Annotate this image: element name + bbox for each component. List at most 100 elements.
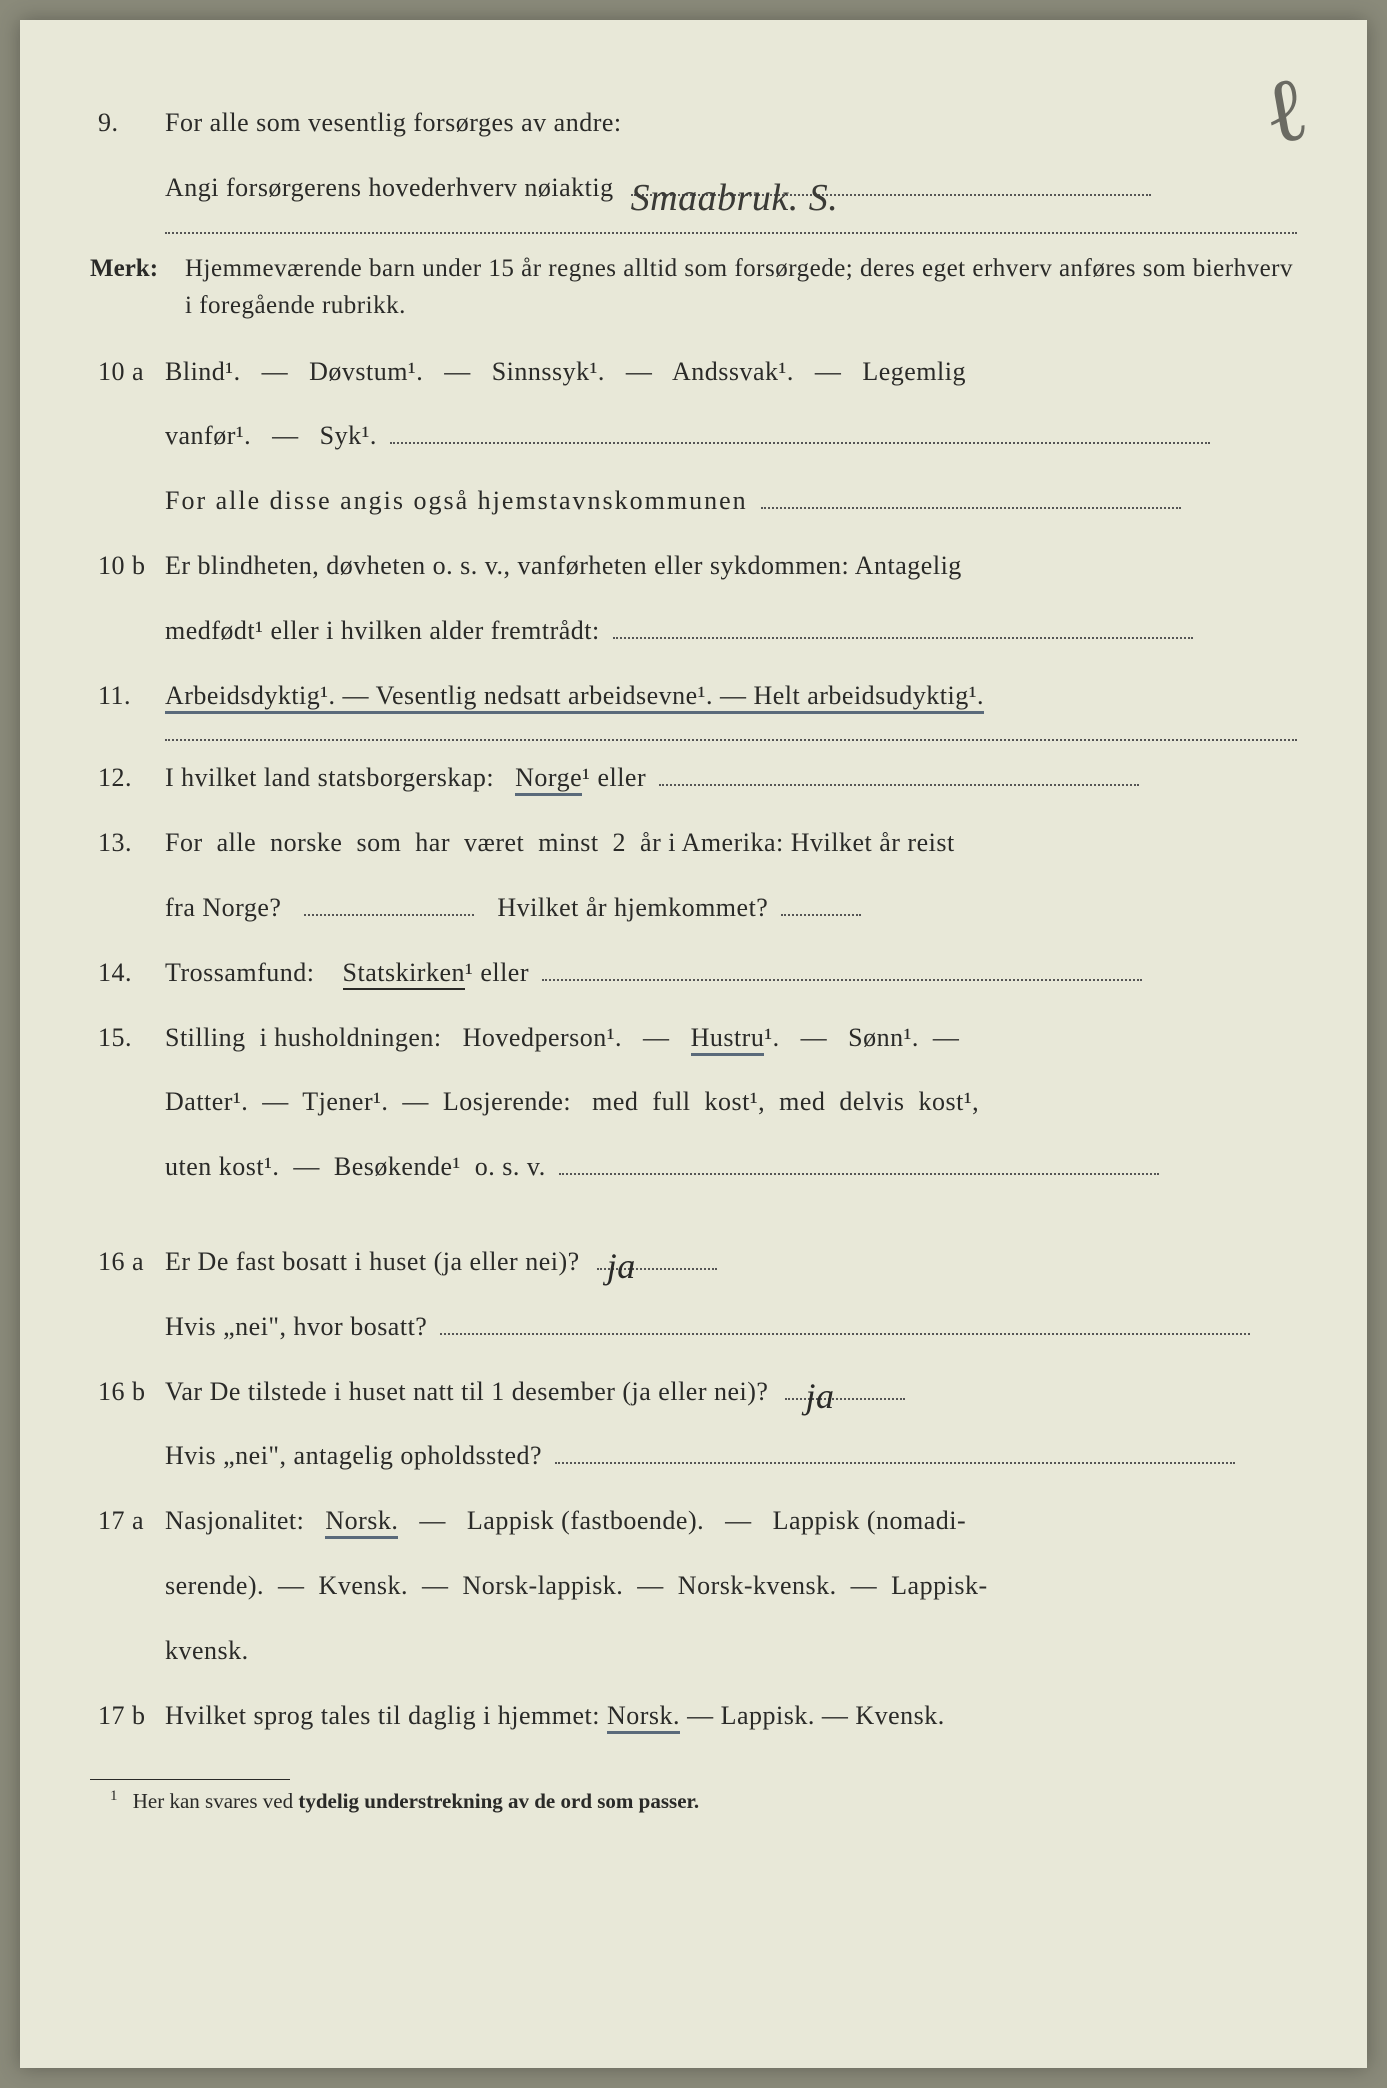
q17a-line2: serende). — Kvensk. — Norsk-lappisk. — N… <box>90 1563 1297 1610</box>
q14-text: Trossamfund: Statskirken¹ eller <box>165 950 1297 997</box>
q16b-text1: Var De tilstede i huset natt til 1 desem… <box>165 1369 1297 1416</box>
q16a-prefix1: Er De fast bosatt i huset (ja eller nei)… <box>165 1247 580 1276</box>
q11-text: Arbeidsdyktig¹. — Vesentlig nedsatt arbe… <box>165 673 1297 720</box>
footnote-text-a: Her kan svares ved <box>133 1789 299 1813</box>
footnote: 1 Her kan svares ved tydelig understrekn… <box>90 1788 1297 1814</box>
q9-text1: For alle som vesentlig forsørges av andr… <box>165 100 1297 147</box>
q12-text: I hvilket land statsborgerskap: Norge¹ e… <box>165 755 1297 802</box>
q10b-line1: 10 b Er blindheten, døvheten o. s. v., v… <box>90 543 1297 590</box>
q9-text2: Angi forsørgerens hovederhverv nøiaktig … <box>165 165 1297 212</box>
q10b-text2: medfødt¹ eller i hvilken alder fremtrådt… <box>165 608 1297 655</box>
q9-line1: 9. For alle som vesentlig forsørges av a… <box>90 100 1297 147</box>
q16a-fill2 <box>440 1333 1250 1335</box>
q16b-prefix1: Var De tilstede i huset natt til 1 desem… <box>165 1377 768 1406</box>
q10a-text1: Blind¹. — Døvstum¹. — Sinnssyk¹. — Andss… <box>165 349 1297 396</box>
q9-fill-line: Smaabruk. S. <box>631 194 1151 196</box>
q10b-fill <box>613 637 1193 639</box>
q15-text1: Stilling i husholdningen: Hovedperson¹. … <box>165 1015 1297 1062</box>
q15-fill <box>559 1173 1159 1175</box>
q15-text1a: Stilling i husholdningen: Hovedperson¹. … <box>165 1023 691 1052</box>
q10a-number: 10 a <box>90 349 165 396</box>
footnote-marker: 1 <box>110 1788 118 1804</box>
q13-text1: For alle norske som har været minst 2 år… <box>165 820 1297 867</box>
q17a-text2: serende). — Kvensk. — Norsk-lappisk. — N… <box>165 1563 1297 1610</box>
q13-text2: fra Norge? Hvilket år hjemkommet? <box>165 885 1297 932</box>
q16a-line2: Hvis „nei", hvor bosatt? <box>90 1304 1297 1351</box>
q16a-text1: Er De fast bosatt i huset (ja eller nei)… <box>165 1239 1297 1286</box>
q13-text2a: fra Norge? <box>165 893 281 922</box>
q14-prefix: Trossamfund: <box>165 958 343 987</box>
q10a-line1: 10 a Blind¹. — Døvstum¹. — Sinnssyk¹. — … <box>90 349 1297 396</box>
q17a-number: 17 a <box>90 1498 165 1545</box>
q10b-line2: medfødt¹ eller i hvilken alder fremtrådt… <box>90 608 1297 655</box>
document-page: ℓ 9. For alle som vesentlig forsørges av… <box>20 20 1367 2068</box>
footnote-text-b: tydelig understrekning av de ord som pas… <box>298 1789 699 1813</box>
q11-number: 11. <box>90 673 165 720</box>
q15-line1: 15. Stilling i husholdningen: Hovedperso… <box>90 1015 1297 1062</box>
q10b-text1: Er blindheten, døvheten o. s. v., vanfør… <box>165 543 1297 590</box>
merk-text: Hjemmeværende barn under 15 år regnes al… <box>185 250 1297 325</box>
q17b-suffix: — Lappisk. — Kvensk. <box>680 1701 945 1730</box>
q16b-line2: Hvis „nei", antagelig opholdssted? <box>90 1433 1297 1480</box>
q17a-text1a: Nasjonalitet: <box>165 1506 325 1535</box>
q16b-number: 16 b <box>90 1369 165 1416</box>
gap-1 <box>90 1209 1297 1239</box>
q13-fill2 <box>781 914 861 916</box>
q15-line2: Datter¹. — Tjener¹. — Losjerende: med fu… <box>90 1079 1297 1126</box>
q12-fill <box>659 784 1139 786</box>
q16a-handwritten: ja <box>607 1234 636 1299</box>
q14-line: 14. Trossamfund: Statskirken¹ eller <box>90 950 1297 997</box>
q17b-underlined: Norsk. <box>607 1701 680 1734</box>
q12-underlined: Norge <box>515 763 582 796</box>
q17b-line: 17 b Hvilket sprog tales til daglig i hj… <box>90 1693 1297 1740</box>
q16a-text2: Hvis „nei", hvor bosatt? <box>165 1304 1297 1351</box>
q15-text1b: ¹. — Sønn¹. — <box>764 1023 959 1052</box>
q10a-text3-label: For alle disse angis også hjemstavnskomm… <box>165 486 748 515</box>
q10a-text2: vanfør¹. — Syk¹. <box>165 413 1297 460</box>
q10a-fill2 <box>761 507 1181 509</box>
q16b-fill2 <box>555 1462 1235 1464</box>
q10a-fill1 <box>390 442 1210 444</box>
q9-number: 9. <box>90 100 165 147</box>
q9-handwritten: Smaabruk. S. <box>631 164 839 232</box>
q13-text2b: Hvilket år hjemkommet? <box>497 893 768 922</box>
q17b-text: Hvilket sprog tales til daglig i hjemmet… <box>165 1693 1297 1740</box>
q17a-text1b: — Lappisk (fastboende). — Lappisk (nomad… <box>398 1506 966 1535</box>
q16b-handwritten: ja <box>805 1364 834 1429</box>
q9-line2: Angi forsørgerens hovederhverv nøiaktig … <box>90 165 1297 212</box>
q17a-line3: kvensk. <box>90 1628 1297 1675</box>
q14-underlined: Statskirken <box>343 958 466 990</box>
q13-number: 13. <box>90 820 165 867</box>
q11-line: 11. Arbeidsdyktig¹. — Vesentlig nedsatt … <box>90 673 1297 720</box>
q13-line1: 13. For alle norske som har været minst … <box>90 820 1297 867</box>
q15-text3-label: uten kost¹. — Besøkende¹ o. s. v. <box>165 1152 546 1181</box>
corner-flourish: ℓ <box>1255 57 1315 166</box>
q14-fill <box>542 979 1142 981</box>
q12-line: 12. I hvilket land statsborgerskap: Norg… <box>90 755 1297 802</box>
q16b-text2: Hvis „nei", antagelig opholdssted? <box>165 1433 1297 1480</box>
q10a-line3: For alle disse angis også hjemstavnskomm… <box>90 478 1297 525</box>
q10b-text2-label: medfødt¹ eller i hvilken alder fremtrådt… <box>165 616 600 645</box>
q15-number: 15. <box>90 1015 165 1062</box>
q16b-fill1: ja <box>785 1398 905 1400</box>
q9-prefix: Angi forsørgerens hovederhverv nøiaktig <box>165 173 614 202</box>
q16a-fill1: ja <box>597 1268 717 1270</box>
separator-2 <box>165 739 1297 741</box>
q10a-text3: For alle disse angis også hjemstavnskomm… <box>165 478 1297 525</box>
q11-underlined: Arbeidsdyktig¹. — Vesentlig nedsatt arbe… <box>165 681 984 714</box>
q10a-line2: vanfør¹. — Syk¹. <box>90 413 1297 460</box>
q17a-line1: 17 a Nasjonalitet: Norsk. — Lappisk (fas… <box>90 1498 1297 1545</box>
q17b-prefix: Hvilket sprog tales til daglig i hjemmet… <box>165 1701 607 1730</box>
q10a-text2-label: vanfør¹. — Syk¹. <box>165 421 377 450</box>
q15-underlined: Hustru <box>691 1023 765 1056</box>
q13-fill1 <box>304 914 474 916</box>
q17a-text3: kvensk. <box>165 1628 1297 1675</box>
q17a-underlined: Norsk. <box>325 1506 398 1539</box>
q12-suffix: eller <box>590 763 646 792</box>
q16a-prefix2: Hvis „nei", hvor bosatt? <box>165 1312 427 1341</box>
q12-prefix: I hvilket land statsborgerskap: <box>165 763 515 792</box>
q13-line2: fra Norge? Hvilket år hjemkommet? <box>90 885 1297 932</box>
q17a-text1: Nasjonalitet: Norsk. — Lappisk (fastboen… <box>165 1498 1297 1545</box>
merk-label: Merk: <box>90 250 185 288</box>
q14-suffix: eller <box>473 958 529 987</box>
